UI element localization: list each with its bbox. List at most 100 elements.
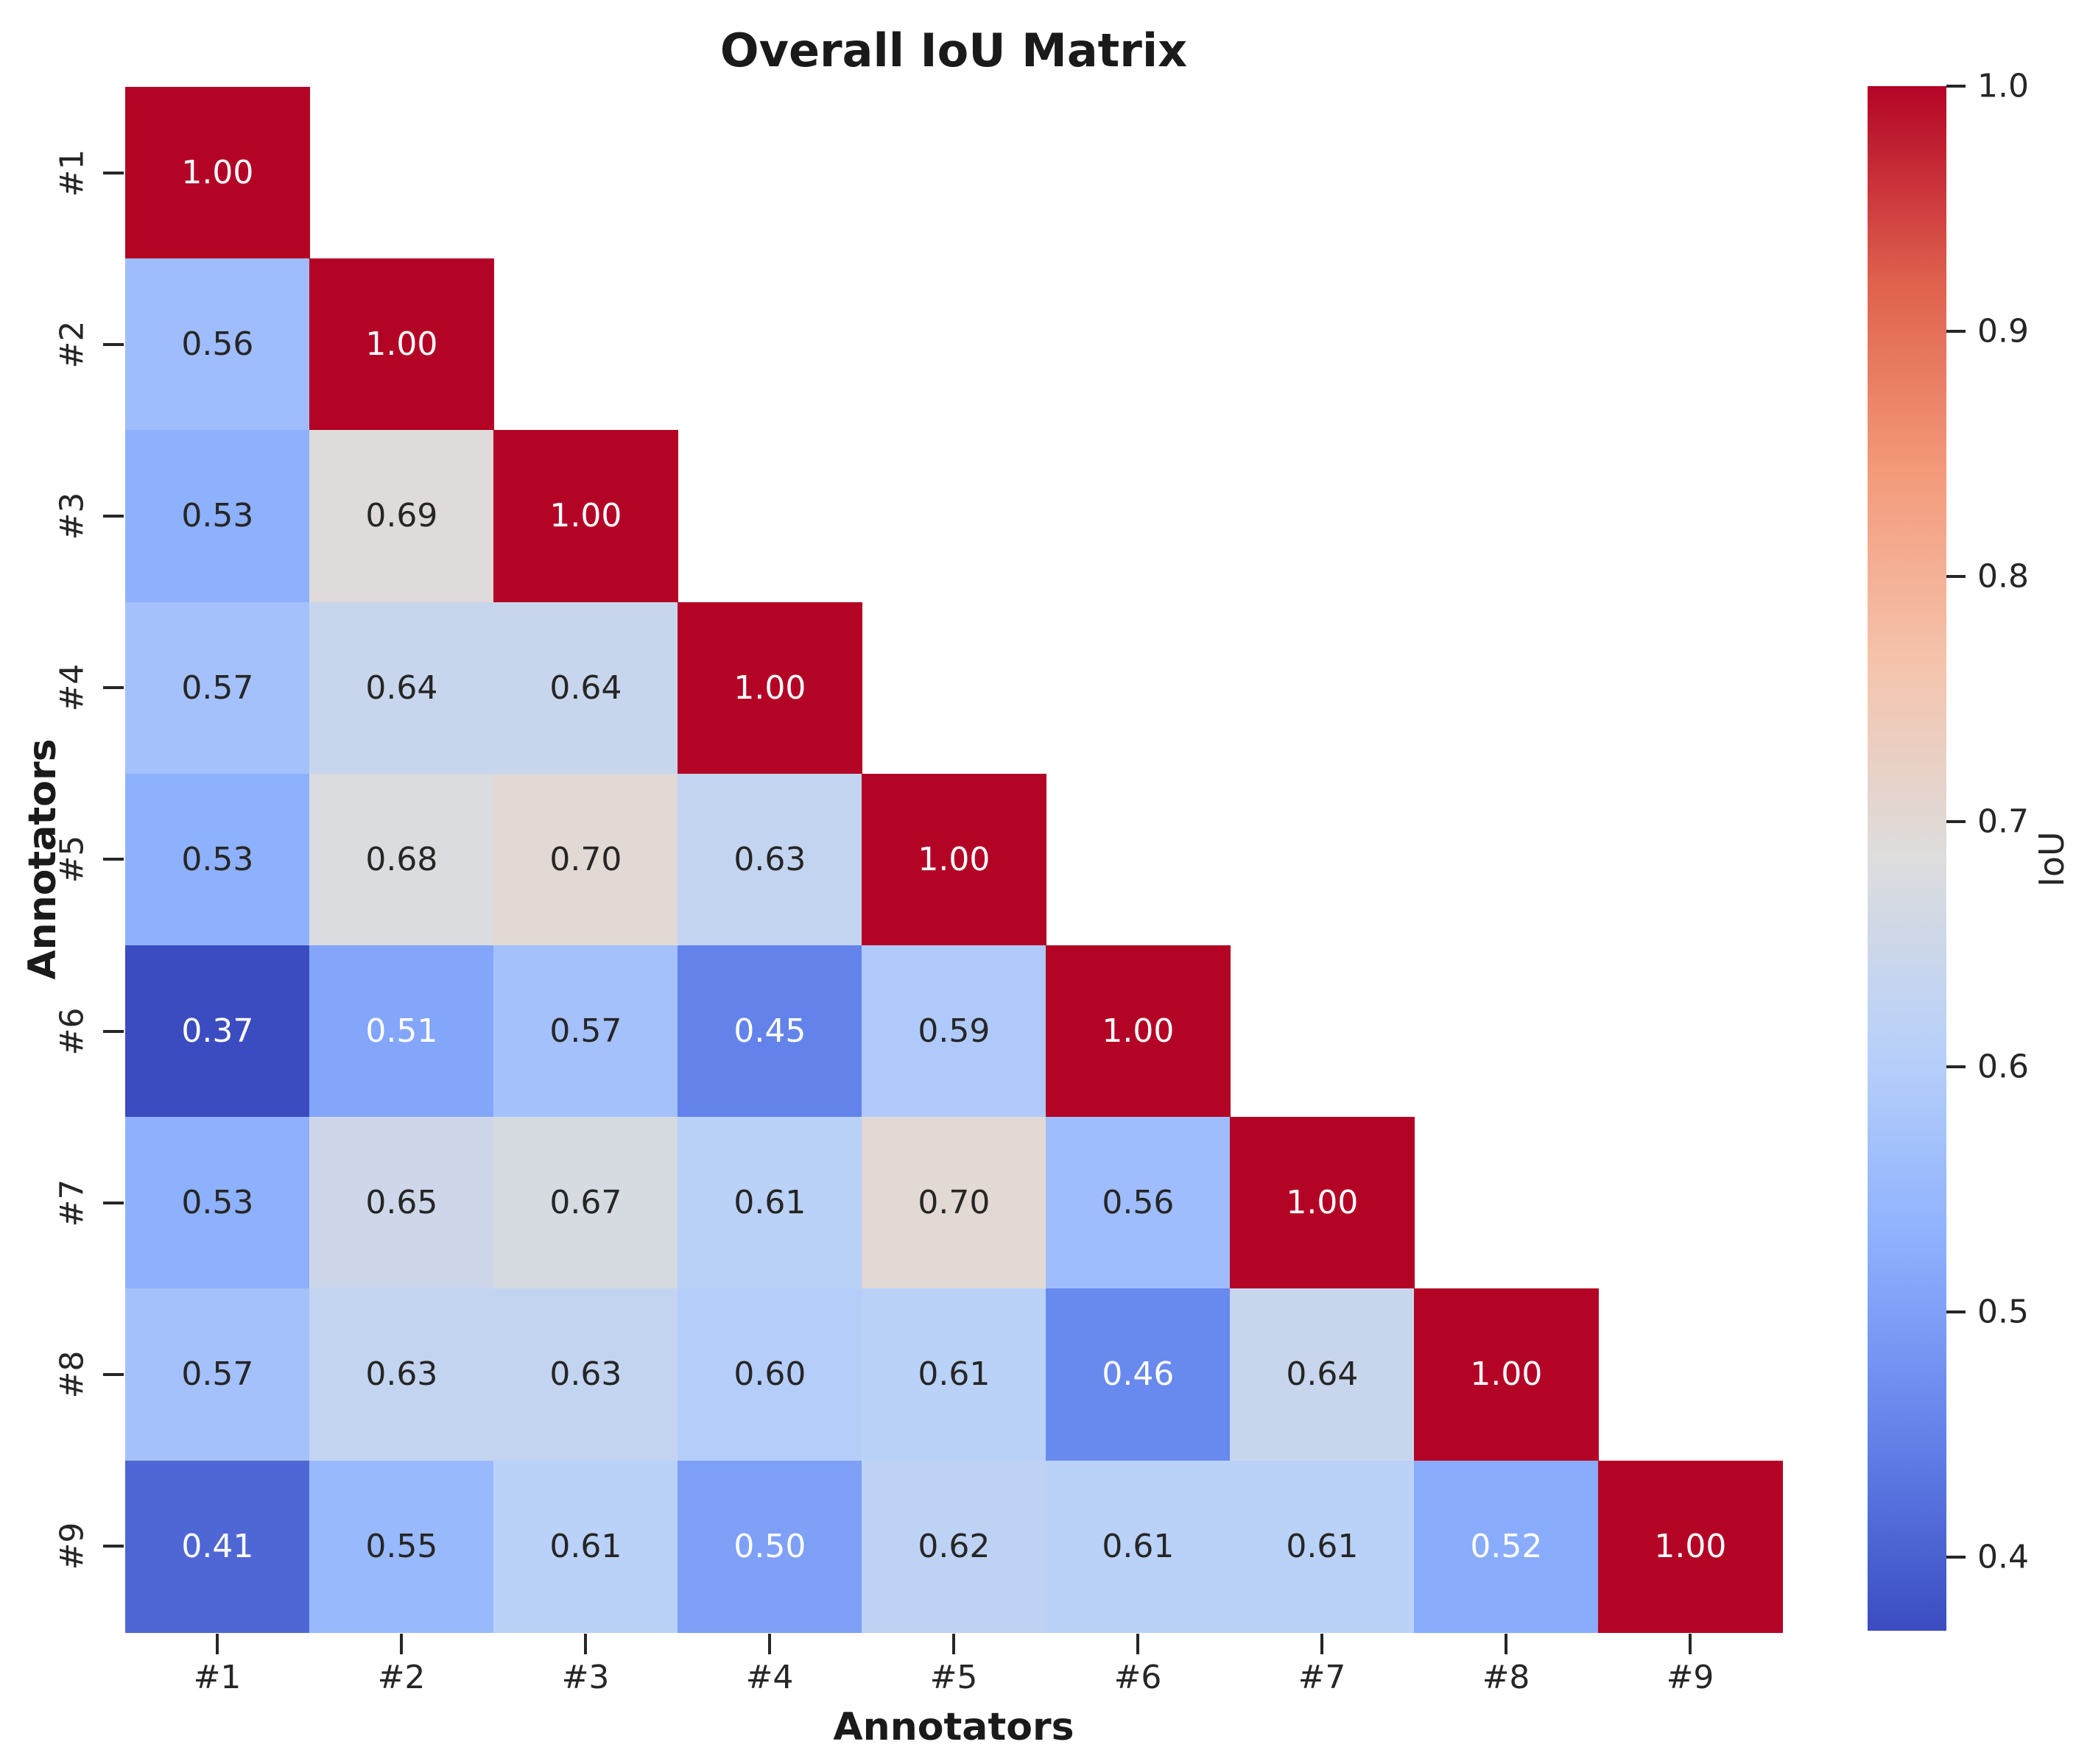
heatmap-cell: 0.56 bbox=[1046, 1117, 1231, 1290]
colorbar-tick-label: 0.9 bbox=[1977, 312, 2029, 350]
x-tick-label: #9 bbox=[1666, 1658, 1714, 1696]
heatmap-cell: 0.57 bbox=[125, 1288, 310, 1461]
colorbar-label: IoU bbox=[2032, 831, 2072, 887]
heatmap-cell: 1.00 bbox=[309, 258, 494, 431]
heatmap-cell: 0.64 bbox=[309, 601, 494, 775]
heatmap-cell: 0.61 bbox=[1230, 1460, 1415, 1633]
heatmap-cell: 0.63 bbox=[678, 773, 862, 946]
heatmap-cell: 0.65 bbox=[309, 1117, 494, 1290]
y-tick-label: #6 bbox=[53, 1007, 91, 1056]
x-tick-mark bbox=[1320, 1633, 1323, 1654]
heatmap-cell: 0.53 bbox=[125, 1117, 310, 1290]
y-tick-label: #9 bbox=[53, 1522, 91, 1570]
colorbar-tick-mark bbox=[1946, 1065, 1966, 1069]
heatmap-cell: 0.37 bbox=[125, 945, 310, 1118]
heatmap-cell: 1.00 bbox=[1598, 1460, 1783, 1633]
heatmap-cell: 1.00 bbox=[862, 773, 1046, 946]
heatmap-cell: 0.61 bbox=[678, 1117, 862, 1290]
heatmap-cell: 0.70 bbox=[493, 773, 678, 946]
colorbar-tick-mark bbox=[1946, 1310, 1966, 1314]
heatmap-cell: 0.57 bbox=[493, 945, 678, 1118]
colorbar-tick-mark bbox=[1946, 1556, 1966, 1559]
heatmap-cell: 0.46 bbox=[1046, 1288, 1231, 1461]
x-tick-label: #5 bbox=[929, 1658, 978, 1696]
heatmap-cell: 0.55 bbox=[309, 1460, 494, 1633]
y-tick-mark bbox=[103, 1201, 124, 1204]
colorbar-tick-label: 0.5 bbox=[1977, 1293, 2029, 1331]
x-tick-label: #7 bbox=[1298, 1658, 1346, 1696]
y-tick-mark bbox=[103, 515, 124, 518]
y-tick-mark bbox=[103, 686, 124, 690]
heatmap-cell: 0.52 bbox=[1414, 1460, 1599, 1633]
heatmap-cell: 0.69 bbox=[309, 430, 494, 603]
y-tick-mark bbox=[103, 171, 124, 174]
y-tick-mark bbox=[103, 342, 124, 346]
heatmap-cell: 0.63 bbox=[493, 1288, 678, 1461]
x-tick-mark bbox=[584, 1633, 587, 1654]
heatmap-cell: 0.59 bbox=[862, 945, 1046, 1118]
x-tick-mark bbox=[216, 1633, 219, 1654]
heatmap-cell: 0.56 bbox=[125, 258, 310, 431]
y-tick-label: #8 bbox=[53, 1350, 91, 1399]
x-axis-label: Annotators bbox=[833, 1705, 1074, 1749]
y-tick-mark bbox=[103, 1373, 124, 1376]
x-tick-label: #8 bbox=[1482, 1658, 1530, 1696]
heatmap-cell: 0.53 bbox=[125, 773, 310, 946]
heatmap-cell: 1.00 bbox=[678, 601, 862, 775]
x-tick-label: #1 bbox=[193, 1658, 242, 1696]
y-tick-label: #1 bbox=[53, 149, 91, 197]
colorbar-tick-label: 1.0 bbox=[1977, 67, 2029, 105]
x-tick-mark bbox=[400, 1633, 403, 1654]
heatmap-cell: 0.45 bbox=[678, 945, 862, 1118]
colorbar-tick-label: 0.6 bbox=[1977, 1048, 2029, 1086]
x-tick-mark bbox=[1505, 1633, 1507, 1654]
x-tick-mark bbox=[768, 1633, 771, 1654]
x-tick-mark bbox=[952, 1633, 955, 1654]
heatmap-cell: 1.00 bbox=[125, 87, 310, 259]
heatmap-cell: 0.67 bbox=[493, 1117, 678, 1290]
heatmap-cell: 0.62 bbox=[862, 1460, 1046, 1633]
heatmap-cell: 0.53 bbox=[125, 430, 310, 603]
y-tick-mark bbox=[103, 858, 124, 861]
colorbar-tick-mark bbox=[1946, 330, 1966, 334]
heatmap-cell: 0.41 bbox=[125, 1460, 310, 1633]
heatmap-cell: 0.61 bbox=[862, 1288, 1046, 1461]
colorbar-tick-label: 0.4 bbox=[1977, 1538, 2029, 1576]
heatmap-cell: 1.00 bbox=[493, 430, 678, 603]
colorbar-tick-mark bbox=[1946, 575, 1966, 579]
y-tick-mark bbox=[103, 1029, 124, 1033]
heatmap-cell: 1.00 bbox=[1230, 1117, 1415, 1290]
y-tick-label: #2 bbox=[53, 320, 91, 369]
heatmap-cell: 0.60 bbox=[678, 1288, 862, 1461]
heatmap-cell: 0.57 bbox=[125, 601, 310, 775]
y-tick-mark bbox=[103, 1545, 124, 1548]
x-tick-label: #6 bbox=[1113, 1658, 1162, 1696]
x-tick-mark bbox=[1689, 1633, 1692, 1654]
heatmap-cell: 0.63 bbox=[309, 1288, 494, 1461]
y-tick-label: #4 bbox=[53, 663, 91, 712]
colorbar-tick-label: 0.8 bbox=[1977, 557, 2029, 596]
heatmap-cell: 0.70 bbox=[862, 1117, 1046, 1290]
heatmap-cell: 0.61 bbox=[493, 1460, 678, 1633]
x-tick-label: #3 bbox=[561, 1658, 610, 1696]
colorbar bbox=[1868, 86, 1946, 1631]
y-tick-label: #7 bbox=[53, 1179, 91, 1227]
colorbar-tick-label: 0.7 bbox=[1977, 802, 2029, 841]
colorbar-tick-mark bbox=[1946, 85, 1966, 88]
heatmap-cell: 0.64 bbox=[1230, 1288, 1415, 1461]
heatmap-cell: 1.00 bbox=[1046, 945, 1231, 1118]
colorbar-tick-mark bbox=[1946, 820, 1966, 824]
y-axis-label: Annotators bbox=[21, 738, 65, 980]
heatmap-cell: 0.50 bbox=[678, 1460, 862, 1633]
heatmap-cell: 0.61 bbox=[1046, 1460, 1231, 1633]
heatmap-cell: 0.68 bbox=[309, 773, 494, 946]
y-tick-label: #3 bbox=[53, 492, 91, 540]
heatmap-cell: 0.51 bbox=[309, 945, 494, 1118]
chart-title: Overall IoU Matrix bbox=[719, 24, 1188, 77]
heatmap-cell: 1.00 bbox=[1414, 1288, 1599, 1461]
x-tick-mark bbox=[1136, 1633, 1139, 1654]
x-tick-label: #4 bbox=[745, 1658, 794, 1696]
heatmap-cell: 0.64 bbox=[493, 601, 678, 775]
x-tick-label: #2 bbox=[377, 1658, 426, 1696]
